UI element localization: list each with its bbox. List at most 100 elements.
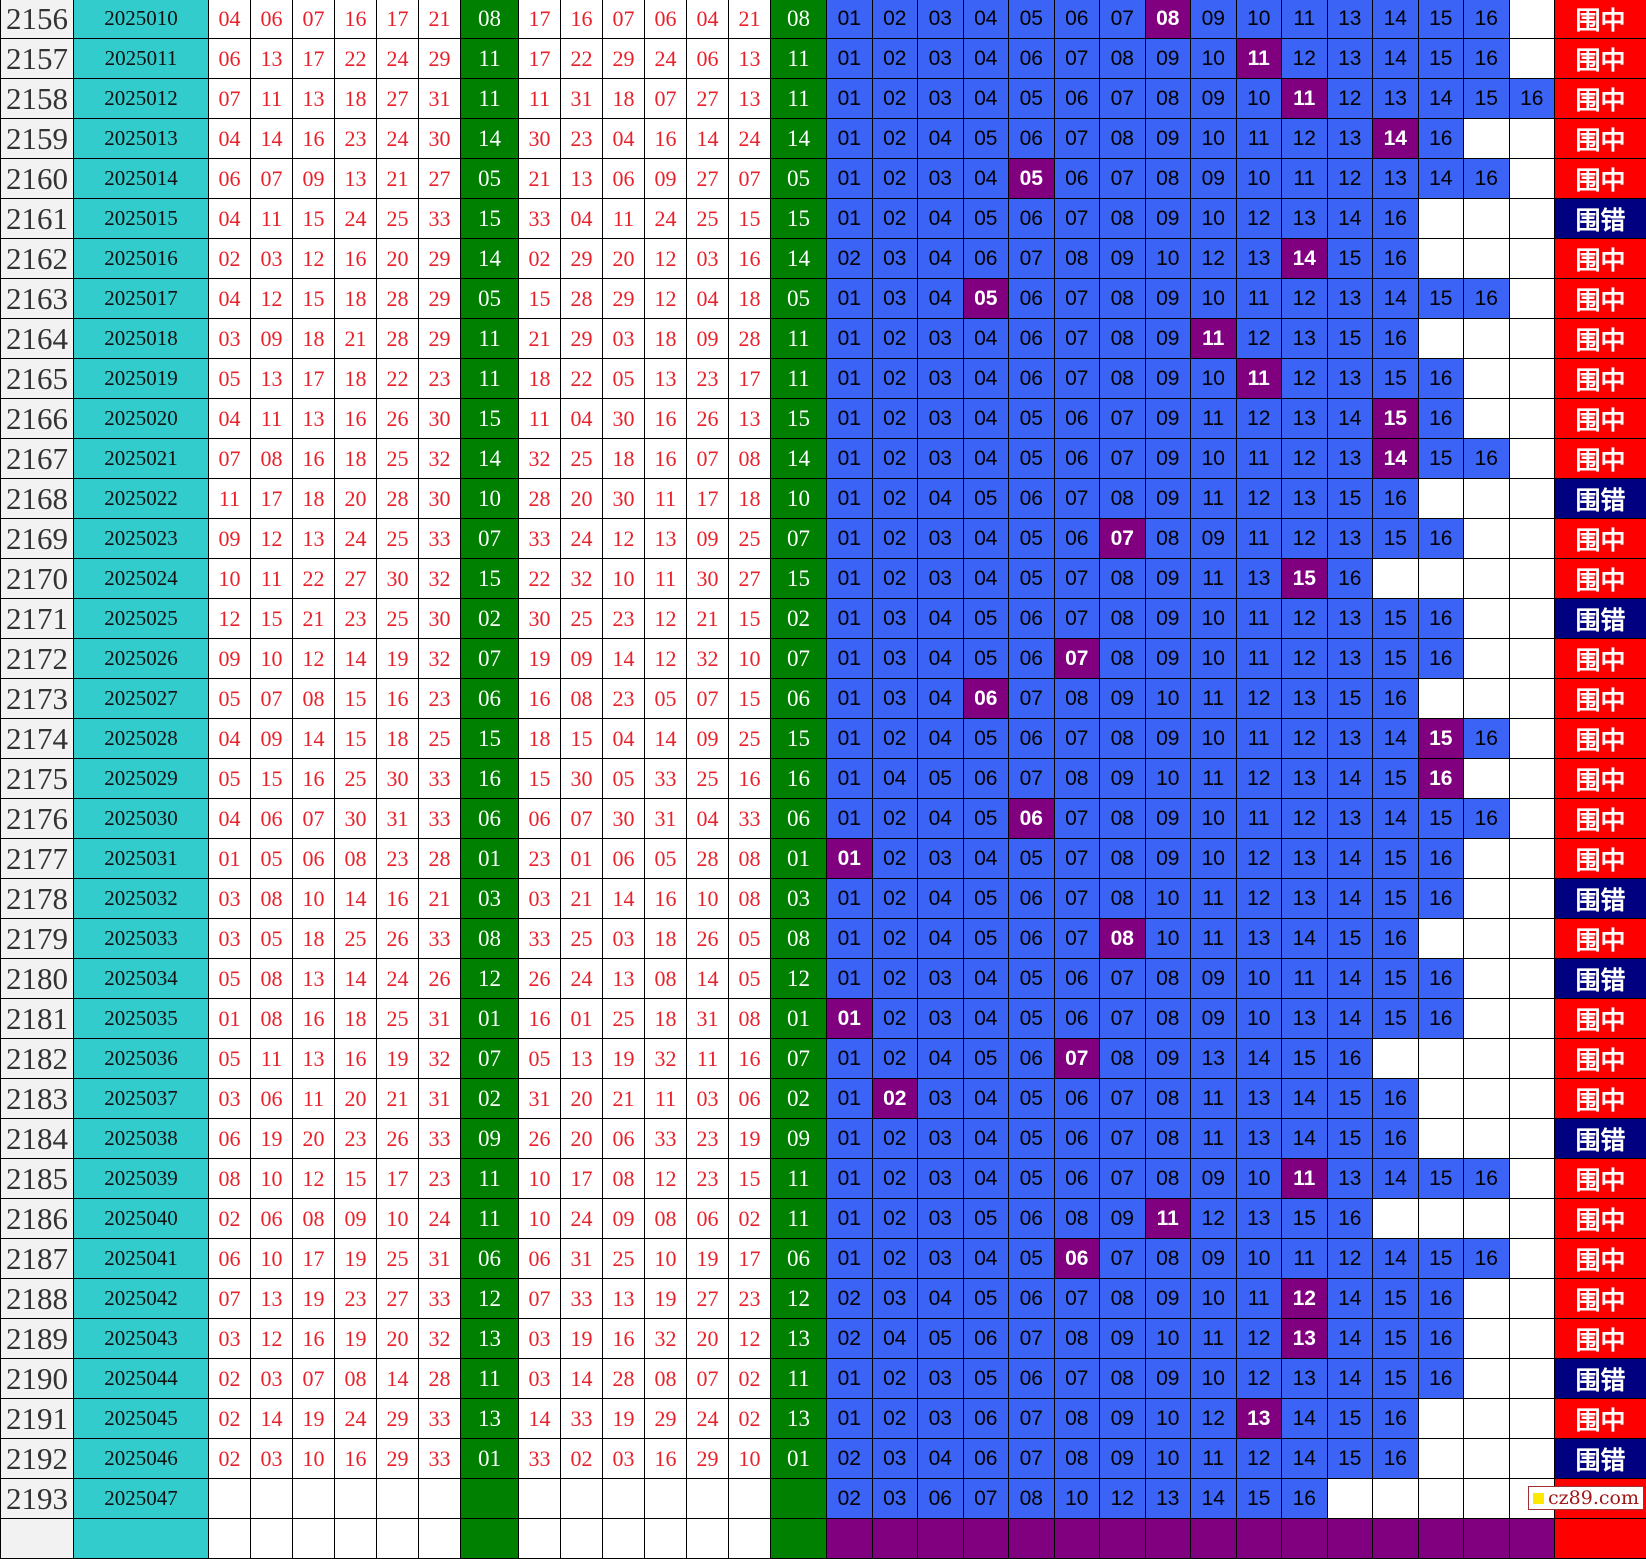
- pick-cell[interactable]: 06: [963, 239, 1009, 279]
- pick-cell[interactable]: 11: [1191, 559, 1237, 599]
- special-number-cell[interactable]: [771, 1519, 827, 1559]
- pick-cell[interactable]: 15: [1282, 1199, 1328, 1239]
- pick-cell[interactable]: 03: [872, 1479, 918, 1519]
- draw-number-cell[interactable]: 26: [377, 399, 419, 439]
- issue-number[interactable]: 2025032: [74, 879, 209, 919]
- pick-cell[interactable]: 03: [872, 679, 918, 719]
- pick-cell[interactable]: 07: [1009, 759, 1055, 799]
- pick-cell[interactable]: [827, 1519, 873, 1559]
- special-number-cell[interactable]: [461, 1479, 519, 1519]
- order-number-cell[interactable]: 16: [645, 439, 687, 479]
- result-badge[interactable]: 围中: [1555, 1279, 1646, 1319]
- pick-cell[interactable]: 01: [827, 519, 873, 559]
- pick-cell[interactable]: 10: [1191, 799, 1237, 839]
- result-badge[interactable]: 围中: [1555, 79, 1646, 119]
- special-number-cell[interactable]: 11: [461, 1359, 519, 1399]
- result-badge[interactable]: 围中: [1555, 919, 1646, 959]
- draw-number-cell[interactable]: 23: [419, 1159, 461, 1199]
- draw-number-cell[interactable]: 04: [209, 799, 251, 839]
- result-badge[interactable]: [1555, 1519, 1646, 1559]
- draw-number-cell[interactable]: 19: [251, 1119, 293, 1159]
- draw-number-cell[interactable]: 09: [335, 1199, 377, 1239]
- special-number-cell[interactable]: 11: [771, 1359, 827, 1399]
- pick-cell[interactable]: 08: [1100, 39, 1146, 79]
- pick-cell[interactable]: 04: [918, 599, 964, 639]
- pick-cell[interactable]: 04: [918, 1039, 964, 1079]
- pick-hit-cell[interactable]: 05: [1009, 159, 1055, 199]
- order-number-cell[interactable]: 22: [561, 359, 603, 399]
- order-number-cell[interactable]: 13: [729, 39, 771, 79]
- draw-number-cell[interactable]: 16: [335, 399, 377, 439]
- draw-number-cell[interactable]: 31: [419, 79, 461, 119]
- draw-number-cell[interactable]: 15: [335, 1159, 377, 1199]
- order-number-cell[interactable]: 32: [561, 559, 603, 599]
- pick-cell[interactable]: 09: [1145, 1279, 1191, 1319]
- draw-number-cell[interactable]: 20: [377, 239, 419, 279]
- order-number-cell[interactable]: 25: [729, 519, 771, 559]
- order-number-cell[interactable]: 15: [729, 679, 771, 719]
- issue-number[interactable]: 2025036: [74, 1039, 209, 1079]
- order-number-cell[interactable]: 03: [603, 319, 645, 359]
- empty-cell[interactable]: [1464, 599, 1510, 639]
- pick-cell[interactable]: 15: [1327, 239, 1373, 279]
- issue-number[interactable]: 2025028: [74, 719, 209, 759]
- empty-cell[interactable]: [1418, 479, 1464, 519]
- pick-cell[interactable]: 02: [827, 1439, 873, 1479]
- order-number-cell[interactable]: 27: [687, 1279, 729, 1319]
- pick-hit-cell[interactable]: 11: [1282, 1159, 1328, 1199]
- order-number-cell[interactable]: [561, 1479, 603, 1519]
- special-number-cell[interactable]: 01: [461, 1439, 519, 1479]
- draw-number-cell[interactable]: 30: [377, 759, 419, 799]
- pick-cell[interactable]: 02: [872, 1399, 918, 1439]
- special-number-cell[interactable]: 13: [461, 1319, 519, 1359]
- pick-cell[interactable]: 08: [1145, 999, 1191, 1039]
- order-number-cell[interactable]: 22: [519, 559, 561, 599]
- draw-number-cell[interactable]: 21: [335, 319, 377, 359]
- result-badge[interactable]: 围错: [1555, 1119, 1646, 1159]
- result-badge[interactable]: 围中: [1555, 279, 1646, 319]
- special-number-cell[interactable]: 01: [461, 839, 519, 879]
- pick-cell[interactable]: [872, 1519, 918, 1559]
- empty-cell[interactable]: [1509, 199, 1555, 239]
- draw-number-cell[interactable]: 18: [335, 439, 377, 479]
- pick-cell[interactable]: 07: [1054, 599, 1100, 639]
- row-number[interactable]: [1, 1519, 74, 1559]
- order-number-cell[interactable]: 07: [687, 439, 729, 479]
- pick-cell[interactable]: 15: [1418, 39, 1464, 79]
- pick-cell[interactable]: 05: [1009, 999, 1055, 1039]
- draw-number-cell[interactable]: 05: [251, 919, 293, 959]
- empty-cell[interactable]: [1509, 1279, 1555, 1319]
- issue-number[interactable]: 2025046: [74, 1439, 209, 1479]
- pick-cell[interactable]: 08: [1100, 599, 1146, 639]
- order-number-cell[interactable]: 18: [603, 439, 645, 479]
- draw-number-cell[interactable]: 03: [209, 319, 251, 359]
- draw-number-cell[interactable]: 28: [377, 319, 419, 359]
- pick-cell[interactable]: 13: [1373, 79, 1419, 119]
- order-number-cell[interactable]: 28: [687, 839, 729, 879]
- order-number-cell[interactable]: 16: [729, 1039, 771, 1079]
- pick-cell[interactable]: 03: [918, 1119, 964, 1159]
- order-number-cell[interactable]: 10: [729, 1439, 771, 1479]
- pick-cell[interactable]: 12: [1282, 799, 1328, 839]
- pick-cell[interactable]: 04: [963, 959, 1009, 999]
- draw-number-cell[interactable]: 07: [293, 0, 335, 39]
- pick-cell[interactable]: 05: [963, 1279, 1009, 1319]
- order-number-cell[interactable]: 15: [519, 279, 561, 319]
- draw-number-cell[interactable]: 30: [377, 559, 419, 599]
- row-number[interactable]: 2166: [1, 399, 74, 439]
- pick-cell[interactable]: 03: [918, 1359, 964, 1399]
- draw-number-cell[interactable]: 19: [293, 1399, 335, 1439]
- row-number[interactable]: 2161: [1, 199, 74, 239]
- draw-number-cell[interactable]: 08: [293, 1199, 335, 1239]
- pick-cell[interactable]: 09: [1100, 679, 1146, 719]
- order-number-cell[interactable]: 16: [729, 759, 771, 799]
- pick-cell[interactable]: 04: [918, 639, 964, 679]
- draw-number-cell[interactable]: 21: [293, 599, 335, 639]
- empty-cell[interactable]: [1509, 999, 1555, 1039]
- draw-number-cell[interactable]: 12: [293, 639, 335, 679]
- order-number-cell[interactable]: 03: [687, 1079, 729, 1119]
- row-number[interactable]: 2191: [1, 1399, 74, 1439]
- draw-number-cell[interactable]: 14: [251, 119, 293, 159]
- pick-cell[interactable]: 14: [1373, 1239, 1419, 1279]
- order-number-cell[interactable]: 33: [645, 1119, 687, 1159]
